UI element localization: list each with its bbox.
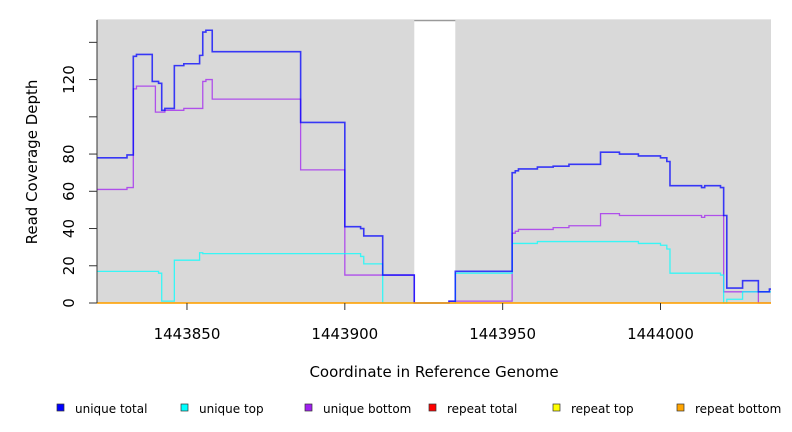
legend-swatch-repeat-top: [552, 403, 561, 412]
series-line-unique-total: [97, 29, 771, 304]
x-tick-label: 1443850: [154, 325, 221, 343]
legend-swatch-repeat-bottom: [676, 403, 685, 412]
y-tick-label: 60: [60, 182, 78, 201]
legend-label: unique top: [199, 402, 264, 416]
axes: 0 20 40 60 80 120 1443850 1443900 1443950 1444000: [60, 20, 694, 343]
shaded-region: [455, 20, 771, 303]
x-tick-label: 1444000: [627, 325, 694, 343]
y-axis-title: Read Coverage Depth: [23, 80, 41, 245]
legend-swatch-unique-bottom: [304, 403, 313, 412]
legend-label: repeat bottom: [695, 402, 781, 416]
legend-swatch-unique-top: [180, 403, 189, 412]
y-tick-label: 40: [60, 219, 78, 238]
shaded-region: [97, 20, 415, 303]
legend-swatch-repeat-total: [428, 403, 437, 412]
shaded-regions: [97, 19, 771, 303]
legend: unique total unique top unique bottom repea…: [56, 402, 781, 416]
legend-label: repeat top: [571, 402, 634, 416]
x-axis-title: Coordinate in Reference Genome: [309, 363, 558, 381]
x-tick-label: 1443900: [311, 325, 378, 343]
y-tick-label: 80: [60, 145, 78, 164]
series-lines: [97, 29, 771, 304]
y-tick-label: 0: [60, 298, 78, 308]
y-tick-label: 20: [60, 256, 78, 275]
x-tick-label: 1443950: [469, 325, 536, 343]
legend-label: repeat total: [447, 402, 517, 416]
y-tick-label: 120: [60, 65, 78, 94]
legend-label: unique total: [75, 402, 147, 416]
legend-label: unique bottom: [323, 402, 411, 416]
legend-swatch-unique-total: [56, 403, 65, 412]
